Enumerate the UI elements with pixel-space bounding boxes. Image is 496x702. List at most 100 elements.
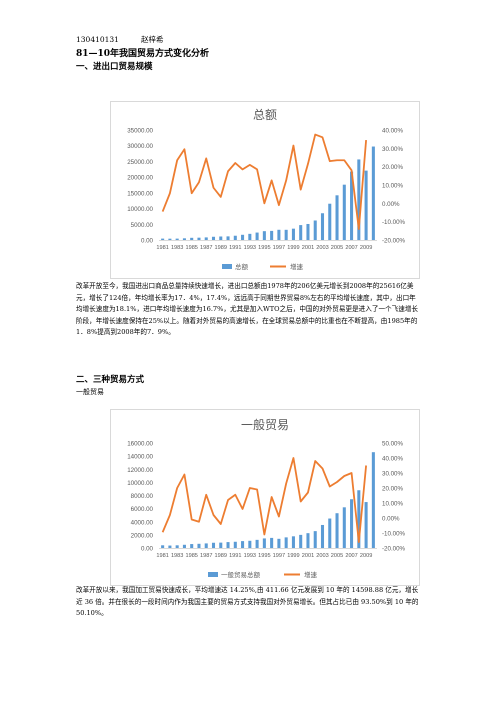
- general-x-tick: 1985: [185, 553, 197, 559]
- total-x-tick: 1987: [200, 245, 212, 251]
- general-y-left-tick: 2000.00: [131, 532, 154, 539]
- general-x-tick: 1987: [200, 553, 212, 559]
- general-title: 一般贸易: [241, 417, 289, 432]
- total-legend-bar-label: 总额: [235, 262, 249, 271]
- total-y-left-tick: 20000.00: [127, 175, 153, 182]
- total-bar: [226, 236, 230, 240]
- total-x-tick: 2005: [331, 245, 343, 251]
- total-y-right-tick: 0.00%: [382, 201, 400, 208]
- total-bar: [190, 237, 194, 240]
- general-bar: [284, 537, 288, 548]
- general-x-tick: 1999: [287, 553, 299, 559]
- general-x-tick: 2009: [360, 553, 372, 559]
- general-x-tick: 2007: [345, 553, 357, 559]
- total-bar: [233, 235, 237, 240]
- general-bar: [248, 540, 252, 548]
- general-y-right-tick: 50.00%: [382, 441, 403, 448]
- total-bar: [320, 213, 325, 240]
- total-bar: [357, 159, 361, 240]
- general-y-left-tick: 0.00: [141, 546, 154, 553]
- general-x-tick: 1997: [273, 553, 285, 559]
- general-legend-bar-label: 一般贸易总额: [221, 570, 261, 579]
- general-x-tick: 1991: [229, 553, 241, 559]
- general-bar: [364, 502, 368, 548]
- total-y-left-tick: 5000.00: [131, 222, 154, 229]
- general-x-tick: 1995: [258, 553, 270, 559]
- general-bar: [277, 538, 281, 548]
- general-bar: [233, 541, 237, 548]
- author-name: 赵梓希: [140, 35, 164, 44]
- total-x-tick: 1993: [244, 245, 256, 251]
- total-bar: [335, 195, 339, 240]
- general-y-left-tick: 6000.00: [131, 506, 154, 513]
- total-y-right-tick: 20.00%: [382, 164, 403, 171]
- general-bar: [241, 541, 245, 548]
- total-bar: [161, 238, 165, 240]
- general-bar: [197, 543, 201, 548]
- general-bar: [342, 507, 346, 548]
- general-bar: [299, 534, 303, 548]
- general-bar: [255, 539, 259, 548]
- general-bar: [270, 537, 274, 548]
- total-bar: [291, 228, 295, 240]
- subheading-general-trade: 一般贸易: [76, 388, 104, 396]
- total-y-left-tick: 0.00: [141, 238, 154, 245]
- total-x-tick: 1981: [156, 245, 168, 251]
- total-y-left-tick: 15000.00: [127, 190, 153, 197]
- total-bar: [270, 230, 274, 240]
- total-y-left-tick: 35000.00: [127, 128, 153, 135]
- general-y-right-tick: 0.00%: [382, 516, 400, 523]
- general-y-left-tick: 4000.00: [131, 519, 154, 526]
- paragraph-general-trade: 改革开放以来，我国加工贸易快速成长，平均增速达 14.25%,由 411.66 …: [76, 586, 419, 618]
- general-y-right-tick: -20.00%: [382, 546, 406, 553]
- total-bar: [364, 170, 368, 240]
- general-y-left-tick: 8000.00: [131, 493, 154, 500]
- total-y-right-tick: 40.00%: [382, 128, 403, 135]
- general-legend-bar-swatch: [208, 572, 218, 577]
- total-bar: [284, 229, 288, 240]
- general-bar: [306, 533, 310, 548]
- total-legend-line-label: 增速: [290, 262, 304, 271]
- document-title: 81—10年我国贸易方式变化分析: [76, 49, 210, 59]
- author-line: 130410131 赵梓希: [76, 34, 163, 45]
- general-bar: [161, 545, 165, 548]
- total-growth-line: [161, 133, 367, 230]
- section-heading-scale: 一、进出口贸易规模: [76, 62, 153, 72]
- general-y-right-tick: -10.00%: [382, 531, 406, 538]
- total-bar: [219, 236, 223, 240]
- student-id: 130410131: [76, 35, 119, 44]
- total-bar: [255, 232, 259, 240]
- general-bar: [168, 545, 172, 548]
- total-x-tick: 1997: [273, 245, 285, 251]
- general-bar: [335, 513, 339, 548]
- total-bar: [211, 236, 216, 240]
- total-bar: [350, 171, 354, 240]
- total-bar: [313, 220, 317, 240]
- general-y-left-tick: 14000.00: [127, 454, 153, 461]
- general-y-left-tick: 16000.00: [127, 441, 153, 448]
- total-bar: [248, 233, 252, 240]
- general-bar: [320, 524, 325, 548]
- general-x-tick: 1983: [171, 553, 183, 559]
- total-trade-chart-svg: 总额 35000.00 30000.00 25000.00 20000.00 15000.…: [127, 108, 406, 271]
- general-growth-line: [161, 457, 367, 543]
- general-bar: [262, 538, 266, 548]
- general-bar: [211, 542, 216, 548]
- total-bar: [197, 237, 201, 240]
- total-y-right-tick: 30.00%: [382, 146, 403, 153]
- total-x-tick: 2009: [360, 245, 372, 251]
- general-x-tick: 2001: [302, 553, 314, 559]
- total-bar: [306, 223, 310, 240]
- total-y-right-tick: -20.00%: [382, 238, 406, 245]
- total-x-tick: 2003: [316, 245, 328, 251]
- general-y-right-tick: 40.00%: [382, 456, 403, 463]
- general-y-right-tick: 10.00%: [382, 501, 403, 508]
- general-bar: [226, 542, 230, 548]
- total-bar: [371, 146, 375, 240]
- total-x-tick: 1985: [185, 245, 197, 251]
- total-bar: [262, 231, 266, 240]
- total-bar: [204, 237, 208, 240]
- total-x-tick: 1995: [258, 245, 270, 251]
- total-y-left-tick: 10000.00: [127, 206, 153, 213]
- total-x-tick: 1989: [215, 245, 227, 251]
